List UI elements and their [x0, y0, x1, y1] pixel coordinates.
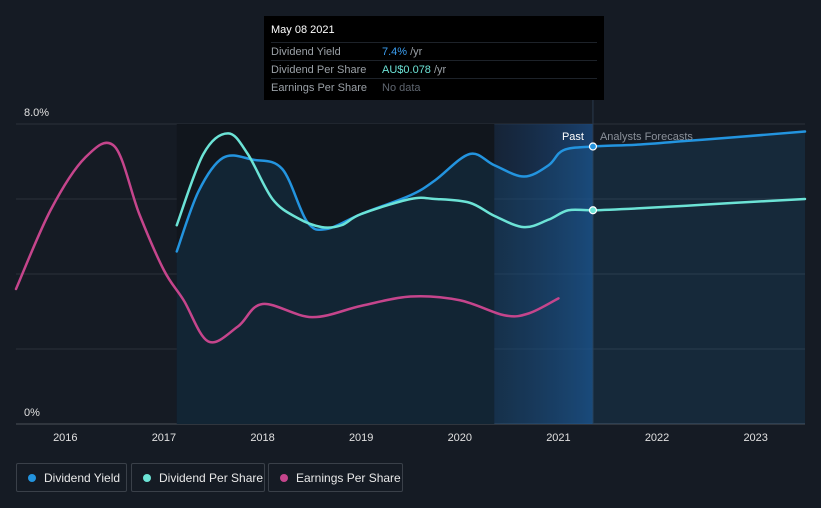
legend-dividend-per-share[interactable]: Dividend Per Share — [131, 463, 265, 492]
x-tick-label: 2021 — [546, 432, 570, 444]
legend-label: Dividend Per Share — [159, 470, 264, 485]
tooltip-date: May 08 2021 — [271, 24, 335, 36]
legend-label: Dividend Yield — [44, 470, 121, 485]
x-tick-label: 2023 — [743, 432, 767, 444]
legend-dividend-yield[interactable]: Dividend Yield — [16, 463, 127, 492]
dividend-yield-line — [175, 130, 807, 253]
tooltip-label: Dividend Per Share — [271, 63, 367, 76]
past-label: Past — [562, 131, 584, 143]
x-tick-label: 2017 — [152, 432, 176, 444]
tooltip-row-dividend-yield: Dividend Yield 7.4% /yr — [271, 42, 597, 60]
legend-dot-icon — [280, 473, 288, 482]
tooltip-value: No data — [382, 81, 421, 94]
tooltip-unit: /yr — [410, 45, 423, 58]
dividend-yield-marker — [588, 142, 598, 151]
legend-label: Earnings Per Share — [296, 470, 401, 485]
x-tick-label: 2022 — [645, 432, 669, 444]
y-tick-label: 0% — [24, 407, 40, 419]
x-tick-label: 2020 — [448, 432, 472, 444]
x-tick-label: 2019 — [349, 432, 373, 444]
earnings-per-share-line — [14, 141, 560, 344]
tooltip-row-dividend-per-share: Dividend Per Share AU$0.078 /yr — [271, 60, 597, 78]
x-tick-label: 2016 — [53, 432, 77, 444]
legend-dot-icon — [143, 473, 151, 482]
tooltip-label: Earnings Per Share — [271, 81, 367, 94]
tooltip-value: AU$0.078 — [382, 63, 431, 76]
tooltip-unit: /yr — [433, 63, 447, 76]
dividend-yield-area — [176, 131, 806, 424]
analysts-forecasts-label: Analysts Forecasts — [600, 131, 693, 143]
tooltip-row-earnings-per-share: Earnings Per Share No data — [271, 78, 597, 96]
x-tick-label: 2018 — [250, 432, 274, 444]
dividend-per-share-marker — [588, 206, 598, 215]
legend-earnings-per-share[interactable]: Earnings Per Share — [268, 463, 403, 492]
y-tick-label: 8.0% — [24, 107, 49, 119]
tooltip-label: Dividend Yield — [271, 45, 341, 58]
legend-dot-icon — [28, 473, 36, 482]
tooltip-value: 7.4% — [382, 45, 408, 58]
dividend-per-share-line — [175, 132, 807, 229]
chart-tooltip: May 08 2021 Dividend Yield 7.4% /yr Divi… — [264, 16, 604, 100]
